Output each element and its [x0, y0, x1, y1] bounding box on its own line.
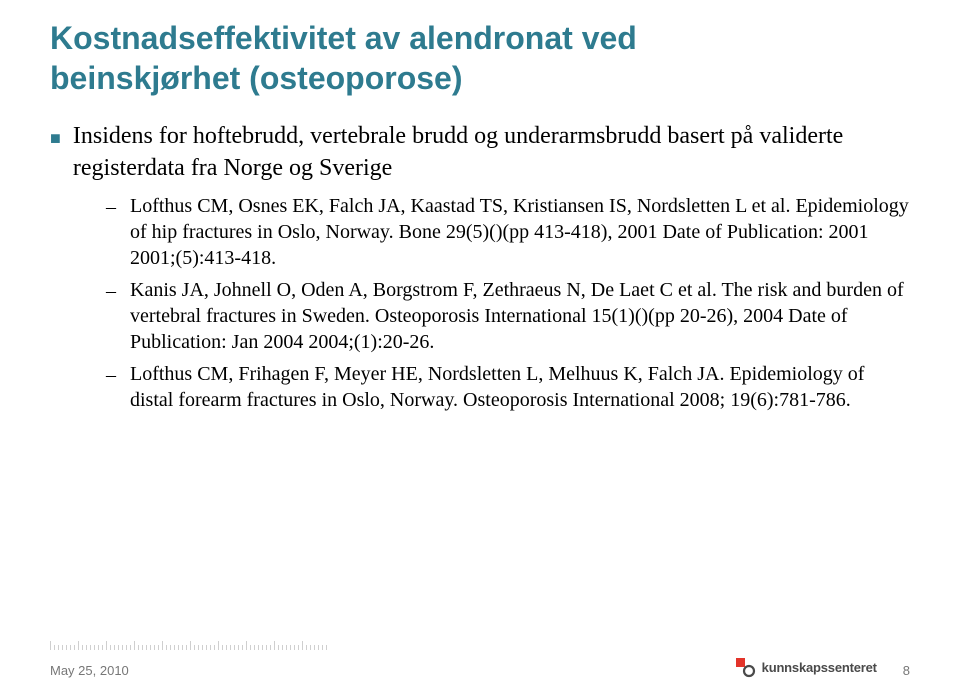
tick-mark — [286, 645, 287, 650]
slide-footer: May 25, 2010 kunnskapssenteret 8 — [50, 656, 910, 678]
tick-mark — [58, 645, 59, 650]
footer-date: May 25, 2010 — [50, 663, 129, 678]
tick-mark — [154, 645, 155, 650]
tick-mark — [110, 645, 111, 650]
tick-mark — [174, 645, 175, 650]
page-number: 8 — [903, 663, 910, 678]
tick-mark — [102, 645, 103, 650]
sub-bullet-list: –Lofthus CM, Osnes EK, Falch JA, Kaastad… — [106, 193, 910, 413]
tick-mark — [98, 645, 99, 650]
tick-mark — [118, 645, 119, 650]
tick-mark — [326, 645, 327, 650]
tick-mark — [266, 645, 267, 650]
tick-mark — [166, 645, 167, 650]
tick-mark — [238, 645, 239, 650]
tick-mark — [278, 645, 279, 650]
tick-mark — [310, 645, 311, 650]
logo: kunnskapssenteret — [734, 656, 877, 678]
dash-icon: – — [106, 278, 116, 304]
sub-bullet-text: Lofthus CM, Frihagen F, Meyer HE, Nordsl… — [130, 361, 910, 413]
sub-bullet-item: –Kanis JA, Johnell O, Oden A, Borgstrom … — [106, 277, 910, 355]
tick-mark — [226, 645, 227, 650]
tick-mark — [258, 645, 259, 650]
tick-mark — [78, 641, 79, 650]
tick-mark — [322, 645, 323, 650]
tick-mark — [190, 641, 191, 650]
tick-mark — [162, 641, 163, 650]
tick-mark — [114, 645, 115, 650]
tick-mark — [122, 645, 123, 650]
tick-mark — [230, 645, 231, 650]
tick-mark — [170, 645, 171, 650]
tick-mark — [142, 645, 143, 650]
tick-mark — [146, 645, 147, 650]
footer-right: kunnskapssenteret 8 — [734, 656, 910, 678]
tick-mark — [214, 645, 215, 650]
dash-icon: – — [106, 362, 116, 388]
sub-bullet-text: Kanis JA, Johnell O, Oden A, Borgstrom F… — [130, 277, 910, 355]
tick-mark — [218, 641, 219, 650]
sub-bullet-text: Lofthus CM, Osnes EK, Falch JA, Kaastad … — [130, 193, 910, 271]
tick-mark — [90, 645, 91, 650]
logo-mark-icon — [734, 656, 756, 678]
tick-mark — [254, 645, 255, 650]
tick-mark — [186, 645, 187, 650]
tick-mark — [298, 645, 299, 650]
dash-icon: – — [106, 194, 116, 220]
tick-mark — [234, 645, 235, 650]
tick-mark — [290, 645, 291, 650]
tick-band-decoration — [50, 640, 390, 650]
tick-mark — [210, 645, 211, 650]
tick-mark — [302, 641, 303, 650]
tick-mark — [106, 641, 107, 650]
tick-mark — [86, 645, 87, 650]
tick-mark — [294, 645, 295, 650]
tick-mark — [178, 645, 179, 650]
tick-mark — [70, 645, 71, 650]
tick-mark — [74, 645, 75, 650]
tick-mark — [138, 645, 139, 650]
tick-mark — [82, 645, 83, 650]
sub-bullet-item: –Lofthus CM, Frihagen F, Meyer HE, Nords… — [106, 361, 910, 413]
tick-mark — [150, 645, 151, 650]
tick-mark — [126, 645, 127, 650]
logo-text: kunnskapssenteret — [762, 660, 877, 675]
main-bullet-text: Insidens for hoftebrudd, vertebrale brud… — [73, 120, 910, 185]
tick-mark — [94, 645, 95, 650]
tick-mark — [314, 645, 315, 650]
tick-mark — [206, 645, 207, 650]
tick-mark — [158, 645, 159, 650]
tick-mark — [282, 645, 283, 650]
tick-mark — [242, 645, 243, 650]
tick-mark — [246, 641, 247, 650]
sub-bullet-item: –Lofthus CM, Osnes EK, Falch JA, Kaastad… — [106, 193, 910, 271]
tick-mark — [194, 645, 195, 650]
tick-mark — [66, 645, 67, 650]
tick-mark — [222, 645, 223, 650]
tick-mark — [274, 641, 275, 650]
tick-mark — [198, 645, 199, 650]
tick-mark — [318, 645, 319, 650]
title-line-2: beinskjørhet (osteoporose) — [50, 60, 463, 96]
tick-mark — [62, 645, 63, 650]
tick-mark — [262, 645, 263, 650]
bullet-square-icon: ■ — [50, 126, 61, 150]
main-bullet: ■ Insidens for hoftebrudd, vertebrale br… — [50, 120, 910, 185]
tick-mark — [130, 645, 131, 650]
tick-mark — [250, 645, 251, 650]
tick-mark — [270, 645, 271, 650]
tick-mark — [202, 645, 203, 650]
tick-mark — [182, 645, 183, 650]
tick-mark — [134, 641, 135, 650]
tick-mark — [50, 641, 51, 650]
slide-title: Kostnadseffektivitet av alendronat ved b… — [50, 18, 910, 98]
title-line-1: Kostnadseffektivitet av alendronat ved — [50, 20, 637, 56]
tick-mark — [54, 645, 55, 650]
tick-mark — [306, 645, 307, 650]
